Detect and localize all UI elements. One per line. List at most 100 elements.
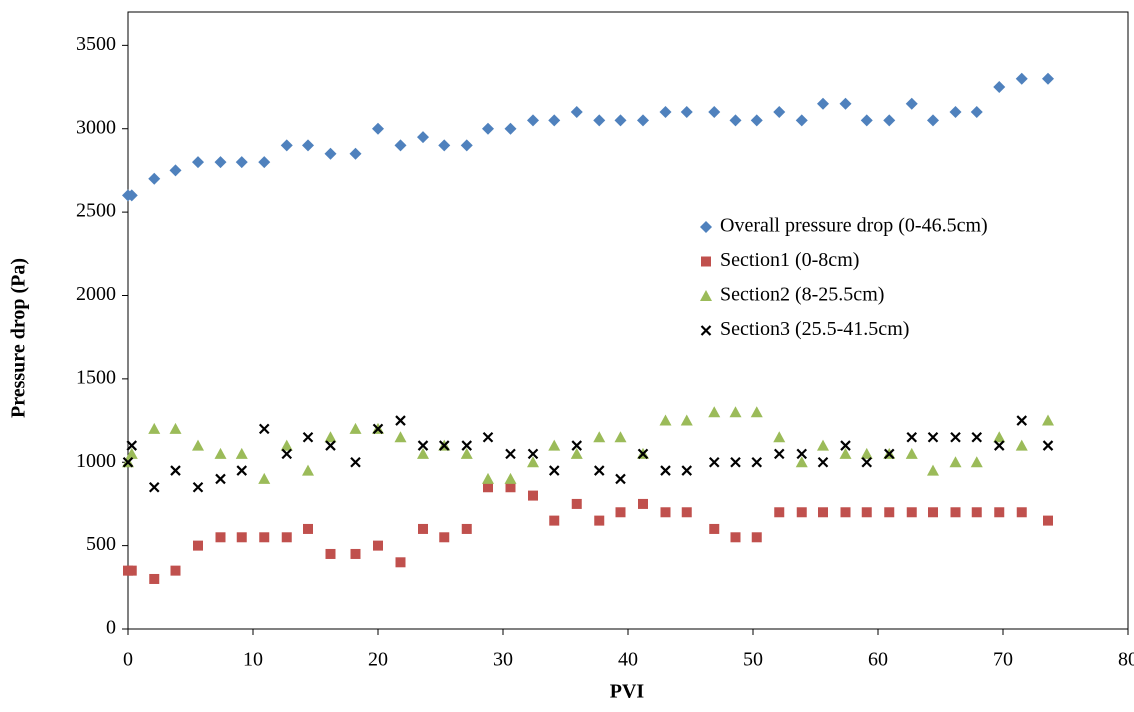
- point: [774, 507, 785, 518]
- x-tick-label: 50: [743, 649, 763, 671]
- point: [971, 507, 982, 518]
- point: [817, 97, 829, 110]
- point: [460, 447, 473, 459]
- point: [192, 156, 204, 169]
- point: [438, 139, 451, 152]
- point: [259, 532, 270, 543]
- point: [950, 507, 961, 518]
- point: [418, 523, 428, 534]
- point: [548, 465, 560, 476]
- point: [570, 106, 583, 119]
- point: [1015, 72, 1028, 85]
- point: [1043, 515, 1053, 526]
- point: [394, 139, 407, 152]
- point: [928, 507, 938, 518]
- y-tick-label: 2000: [76, 283, 116, 305]
- legend-marker: [700, 221, 712, 233]
- point: [905, 447, 918, 459]
- point: [680, 106, 693, 119]
- point: [949, 106, 962, 119]
- point: [439, 532, 450, 543]
- point: [126, 565, 137, 576]
- point: [148, 481, 160, 493]
- point: [615, 507, 626, 518]
- point: [483, 482, 493, 493]
- point: [482, 431, 494, 443]
- point: [258, 156, 271, 169]
- point: [840, 507, 851, 518]
- point: [350, 456, 361, 468]
- legend-label: Section2 (8-25.5cm): [720, 284, 884, 306]
- point: [1042, 440, 1054, 451]
- y-tick-label: 1000: [76, 450, 116, 472]
- point: [235, 156, 248, 169]
- point: [549, 515, 560, 526]
- point: [994, 507, 1005, 518]
- point: [505, 482, 516, 493]
- point: [349, 147, 362, 160]
- point: [660, 465, 671, 476]
- x-tick-label: 40: [618, 649, 638, 671]
- point: [927, 464, 939, 476]
- x-tick-label: 30: [493, 649, 513, 671]
- point: [193, 540, 203, 551]
- point: [593, 114, 606, 127]
- point: [729, 406, 742, 418]
- y-tick-label: 3500: [76, 33, 116, 55]
- point: [729, 114, 742, 127]
- point: [860, 447, 873, 459]
- point: [148, 172, 161, 185]
- point: [680, 414, 693, 426]
- point: [993, 431, 1006, 443]
- point: [659, 106, 672, 119]
- point: [302, 431, 314, 443]
- point: [839, 447, 852, 459]
- point: [417, 440, 429, 451]
- point: [950, 431, 961, 443]
- point: [949, 456, 962, 468]
- point: [861, 456, 873, 468]
- point: [548, 114, 561, 127]
- y-axis-title: Pressure drop (Pa): [8, 258, 30, 418]
- point: [461, 523, 472, 534]
- point: [214, 447, 227, 459]
- point: [417, 131, 429, 144]
- point: [125, 189, 138, 202]
- point: [460, 139, 473, 152]
- point: [750, 114, 763, 127]
- point: [1042, 72, 1054, 85]
- point: [527, 114, 539, 127]
- x-tick-label: 10: [243, 649, 263, 671]
- point: [169, 164, 182, 177]
- point: [818, 507, 828, 518]
- point: [258, 423, 270, 435]
- point: [708, 456, 720, 468]
- point: [214, 156, 227, 169]
- point: [215, 532, 226, 543]
- point: [505, 448, 516, 460]
- point: [970, 106, 983, 119]
- point: [773, 431, 786, 443]
- point: [169, 422, 182, 434]
- point: [438, 440, 450, 451]
- point: [170, 565, 181, 576]
- point: [795, 456, 808, 468]
- point: [571, 498, 582, 509]
- point: [796, 507, 807, 518]
- point: [593, 465, 605, 476]
- point: [281, 448, 293, 460]
- point: [615, 473, 626, 485]
- point: [325, 548, 336, 559]
- point: [280, 439, 293, 451]
- point: [280, 139, 293, 152]
- point: [395, 415, 406, 426]
- x-tick-label: 60: [868, 649, 888, 671]
- point: [417, 447, 429, 459]
- point: [148, 422, 161, 434]
- point: [993, 81, 1006, 94]
- point: [482, 472, 494, 484]
- point: [708, 406, 721, 418]
- point: [192, 481, 204, 493]
- x-tick-label: 0: [123, 649, 133, 671]
- point: [681, 507, 692, 518]
